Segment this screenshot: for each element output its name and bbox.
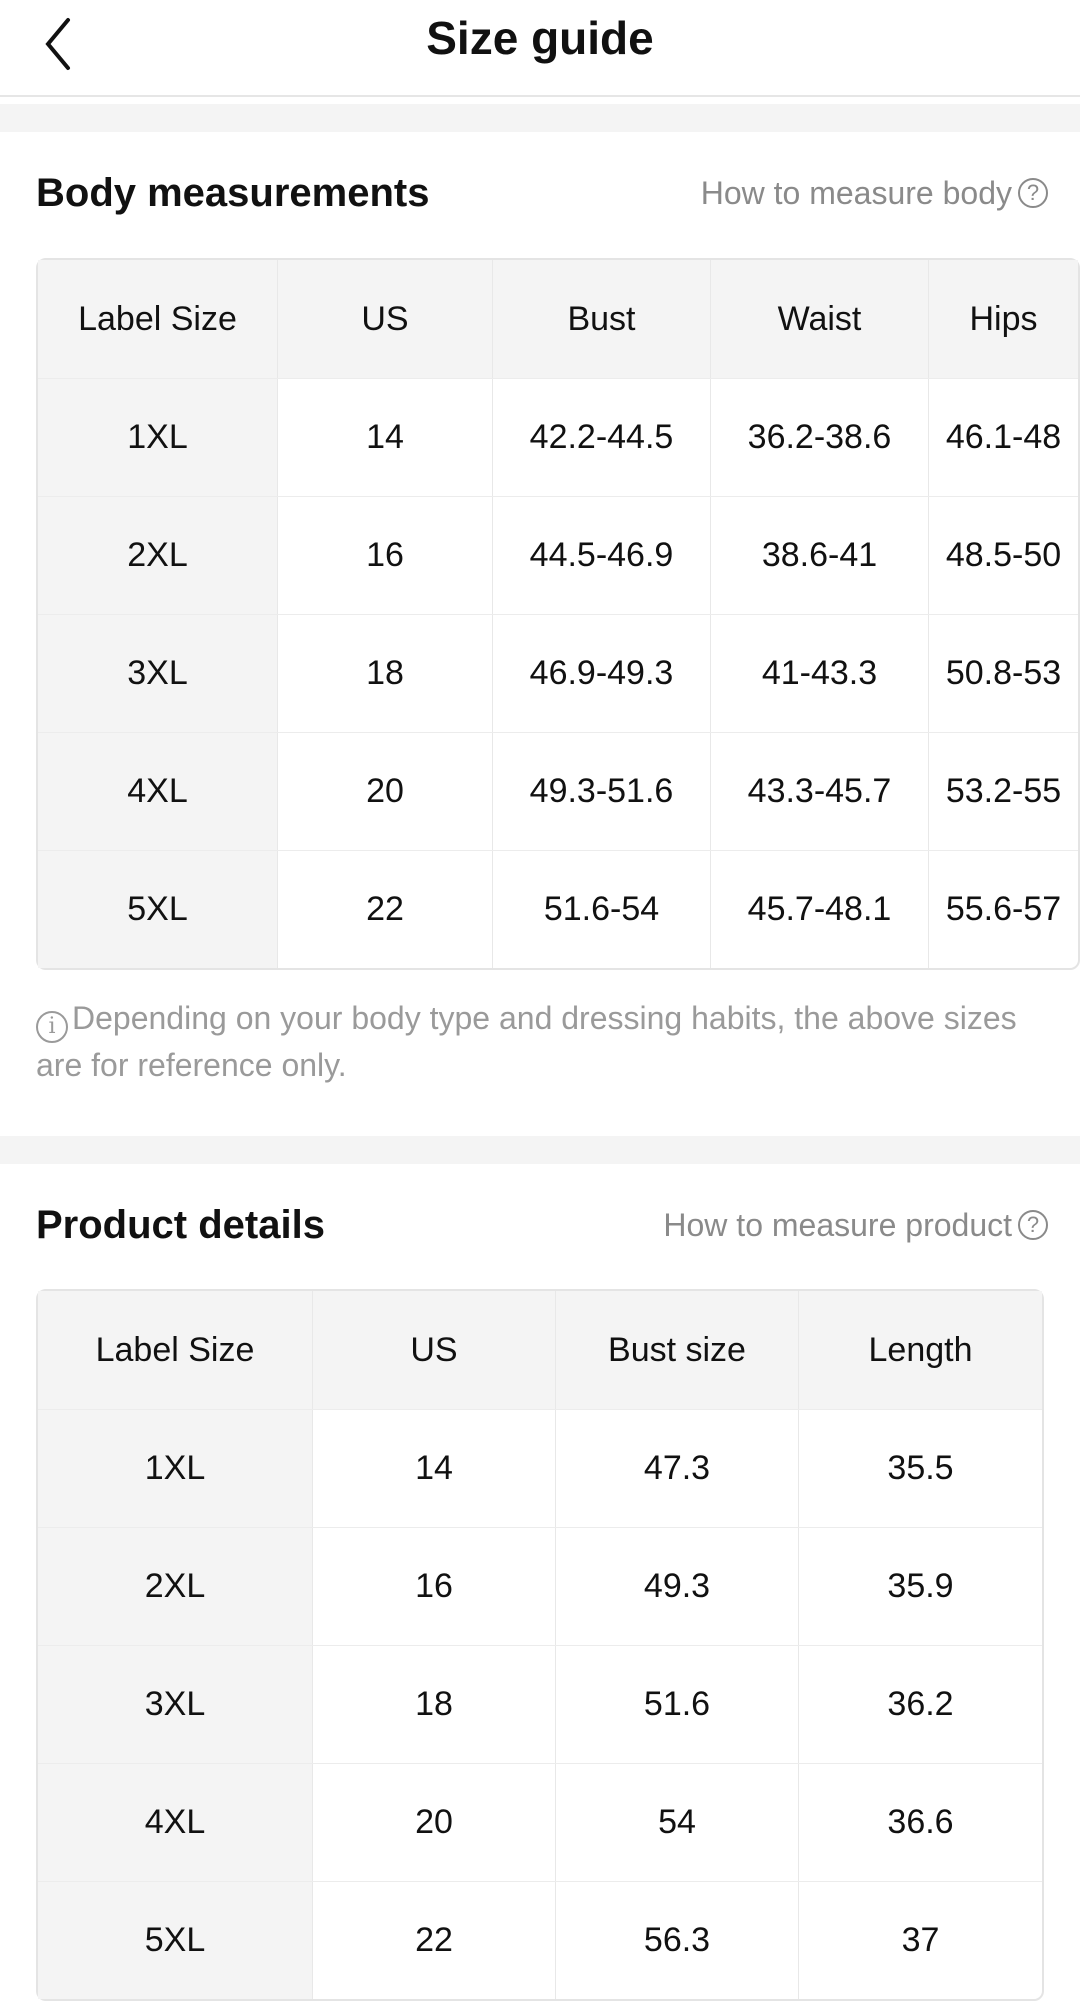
question-icon: ?: [1018, 1210, 1048, 1240]
table-cell: 35.9: [798, 1528, 1042, 1645]
table-cell: 42.2-44.5: [492, 379, 710, 496]
table-cell: 48.5-50: [928, 497, 1078, 614]
table-cell: 16: [312, 1528, 555, 1645]
column-header: US: [312, 1291, 555, 1409]
page-title: Size guide: [426, 12, 654, 64]
chevron-left-icon[interactable]: [40, 14, 80, 74]
column-header: Bust: [492, 260, 710, 378]
product-details-title: Product details: [36, 1203, 325, 1247]
table-cell: 22: [277, 851, 492, 968]
table-cell: 53.2-55: [928, 733, 1078, 850]
table-cell: 36.2: [798, 1646, 1042, 1763]
table-row: 1XL 14 42.2-44.5 36.2-38.6 46.1-48: [38, 378, 1078, 496]
body-measurements-title: Body measurements: [36, 171, 430, 215]
note-text: Depending on your body type and dressing…: [36, 1000, 1017, 1083]
top-bar: Size guide: [0, 0, 1080, 97]
column-header: Length: [798, 1291, 1042, 1409]
table-cell: 4XL: [38, 1764, 312, 1881]
body-measurements-table: Label Size US Bust Waist Hips 1XL 14 42.2-44.5 3…: [36, 258, 1080, 970]
table-cell: 14: [312, 1410, 555, 1527]
table-cell: 41-43.3: [710, 615, 928, 732]
table-row: 5XL 22 56.3 37: [38, 1881, 1042, 1999]
table-header-row: Label Size US Bust size Length: [38, 1291, 1042, 1409]
table-cell: 47.3: [555, 1410, 798, 1527]
table-row: 2XL 16 44.5-46.9 38.6-41 48.5-50: [38, 496, 1078, 614]
product-details-table: Label Size US Bust size Length 1XL 14 47.3 35.5…: [36, 1289, 1044, 2001]
how-to-measure-body-link[interactable]: How to measure body ?: [701, 173, 1048, 213]
table-cell: 1XL: [38, 379, 277, 496]
divider: [0, 104, 1080, 132]
how-to-measure-product-link[interactable]: How to measure product ?: [663, 1205, 1048, 1245]
table-cell: 38.6-41: [710, 497, 928, 614]
table-row: 5XL 22 51.6-54 45.7-48.1 55.6-57: [38, 850, 1078, 968]
question-icon: ?: [1018, 178, 1048, 208]
divider: [0, 1136, 1080, 1164]
table-cell: 49.3: [555, 1528, 798, 1645]
table-cell: 56.3: [555, 1882, 798, 1999]
table-row: 2XL 16 49.3 35.9: [38, 1527, 1042, 1645]
table-row: 1XL 14 47.3 35.5: [38, 1409, 1042, 1527]
table-cell: 35.5: [798, 1410, 1042, 1527]
column-header: Hips: [928, 260, 1078, 378]
table-row: 4XL 20 54 36.6: [38, 1763, 1042, 1881]
table-cell: 44.5-46.9: [492, 497, 710, 614]
table-cell: 14: [277, 379, 492, 496]
column-header: Bust size: [555, 1291, 798, 1409]
table-row: 3XL 18 46.9-49.3 41-43.3 50.8-53: [38, 614, 1078, 732]
table-cell: 4XL: [38, 733, 277, 850]
table-cell: 45.7-48.1: [710, 851, 928, 968]
table-header-row: Label Size US Bust Waist Hips: [38, 260, 1078, 378]
table-cell: 36.2-38.6: [710, 379, 928, 496]
table-cell: 54: [555, 1764, 798, 1881]
table-cell: 2XL: [38, 1528, 312, 1645]
column-header: Label Size: [38, 260, 277, 378]
table-cell: 18: [312, 1646, 555, 1763]
how-to-measure-body-label: How to measure body: [700, 175, 1012, 211]
table-cell: 20: [277, 733, 492, 850]
table-row: 3XL 18 51.6 36.2: [38, 1645, 1042, 1763]
table-cell: 3XL: [38, 1646, 312, 1763]
how-to-measure-product-label: How to measure product: [663, 1207, 1012, 1243]
info-icon: i: [36, 1010, 68, 1043]
table-row: 4XL 20 49.3-51.6 43.3-45.7 53.2-55: [38, 732, 1078, 850]
table-cell: 22: [312, 1882, 555, 1999]
column-header: Waist: [710, 260, 928, 378]
table-cell: 20: [312, 1764, 555, 1881]
table-cell: 5XL: [38, 1882, 312, 1999]
table-cell: 16: [277, 497, 492, 614]
table-cell: 55.6-57: [928, 851, 1078, 968]
table-cell: 36.6: [798, 1764, 1042, 1881]
table-cell: 43.3-45.7: [710, 733, 928, 850]
table-cell: 18: [277, 615, 492, 732]
table-cell: 46.9-49.3: [492, 615, 710, 732]
table-cell: 5XL: [38, 851, 277, 968]
table-cell: 51.6-54: [492, 851, 710, 968]
table-cell: 3XL: [38, 615, 277, 732]
table-cell: 37: [798, 1882, 1042, 1999]
table-cell: 50.8-53: [928, 615, 1078, 732]
table-cell: 51.6: [555, 1646, 798, 1763]
reference-note: i Depending on your body type and dressin…: [36, 996, 1026, 1088]
column-header: Label Size: [38, 1291, 312, 1409]
column-header: US: [277, 260, 492, 378]
table-cell: 1XL: [38, 1410, 312, 1527]
table-cell: 49.3-51.6: [492, 733, 710, 850]
table-cell: 2XL: [38, 497, 277, 614]
table-cell: 46.1-48: [928, 379, 1078, 496]
